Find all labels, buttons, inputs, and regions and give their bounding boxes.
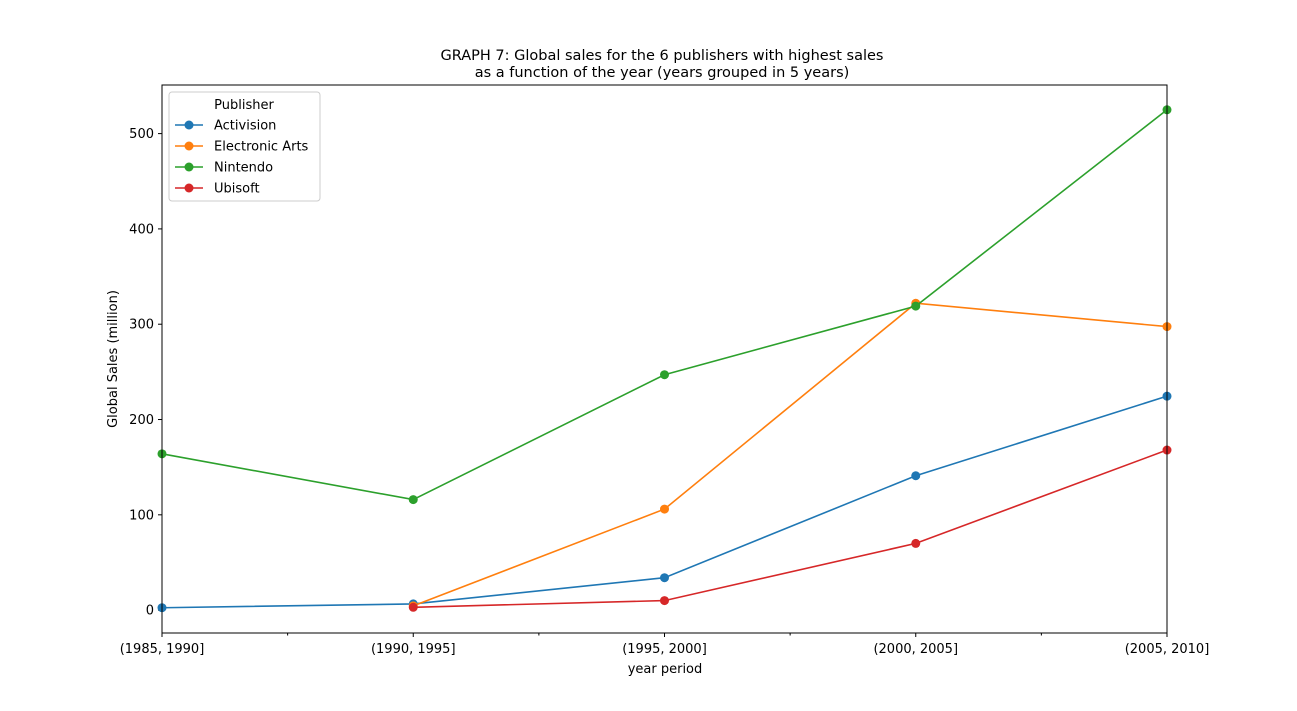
series-electronic-arts	[408, 298, 1172, 611]
chart-title-line-2: as a function of the year (years grouped…	[475, 65, 850, 81]
data-point-activision	[660, 573, 669, 583]
data-point-electronic-arts	[660, 504, 669, 514]
legend-label: Ubisoft	[214, 182, 260, 197]
data-point-ubisoft	[660, 596, 669, 606]
x-tick-label: (2000, 2005]	[873, 642, 958, 657]
data-point-ubisoft	[408, 602, 418, 612]
legend-item-ubisoft: Ubisoft	[175, 182, 260, 197]
x-axis-label: year period	[628, 662, 703, 677]
legend-swatch-marker	[184, 183, 194, 193]
y-tick-label: 300	[129, 318, 154, 333]
legend-item-nintendo: Nintendo	[175, 161, 273, 176]
y-axis: 0 100 200 300 400 500	[129, 127, 162, 619]
series-line-electronic-arts	[412, 302, 1168, 607]
data-point-nintendo	[660, 370, 669, 380]
legend-swatch-marker	[184, 120, 194, 130]
legend-swatch-marker	[184, 141, 194, 151]
chart-title-line-1: GRAPH 7: Global sales for the 6 publishe…	[441, 48, 884, 64]
series-nintendo	[157, 105, 1172, 505]
legend-items: Activision Electronic Arts Nintendo Ubisoft	[175, 119, 309, 197]
legend-swatch-marker	[184, 162, 194, 172]
series-activision	[157, 391, 1172, 613]
x-tick-label: (1995, 2000]	[622, 642, 707, 657]
data-point-activision	[911, 471, 921, 481]
data-point-ubisoft	[911, 538, 921, 548]
y-tick-label: 0	[146, 604, 154, 619]
x-axis: (1985, 1990] (1990, 1995] (1995, 2000] (200…	[120, 633, 1210, 657]
y-tick-label: 200	[129, 413, 154, 428]
legend: Publisher Activision Electronic Arts Ninte…	[168, 91, 321, 202]
chart-title: GRAPH 7: Global sales for the 6 publishe…	[441, 48, 884, 81]
x-tick-label: (1985, 1990]	[120, 642, 205, 657]
legend-item-electronic-arts: Electronic Arts	[175, 140, 309, 155]
series-line-ubisoft	[413, 449, 1168, 609]
x-tick-label: (1990, 1995]	[371, 642, 456, 657]
legend-item-activision: Activision	[175, 119, 276, 134]
legend-label: Nintendo	[214, 161, 273, 176]
y-tick-label: 400	[129, 222, 154, 237]
data-point-nintendo	[911, 301, 921, 311]
plot-frame	[161, 84, 1168, 634]
x-tick-label: (2005, 2010]	[1125, 642, 1210, 657]
series-ubisoft	[408, 445, 1172, 612]
legend-label: Activision	[214, 119, 276, 134]
y-tick-label: 500	[129, 127, 154, 142]
legend-box	[168, 91, 321, 202]
legend-title: Publisher	[214, 98, 274, 113]
y-tick-label: 100	[129, 508, 154, 523]
data-point-nintendo	[408, 495, 418, 505]
legend-label: Electronic Arts	[214, 140, 309, 155]
y-axis-label: Global Sales (million)	[106, 290, 121, 428]
